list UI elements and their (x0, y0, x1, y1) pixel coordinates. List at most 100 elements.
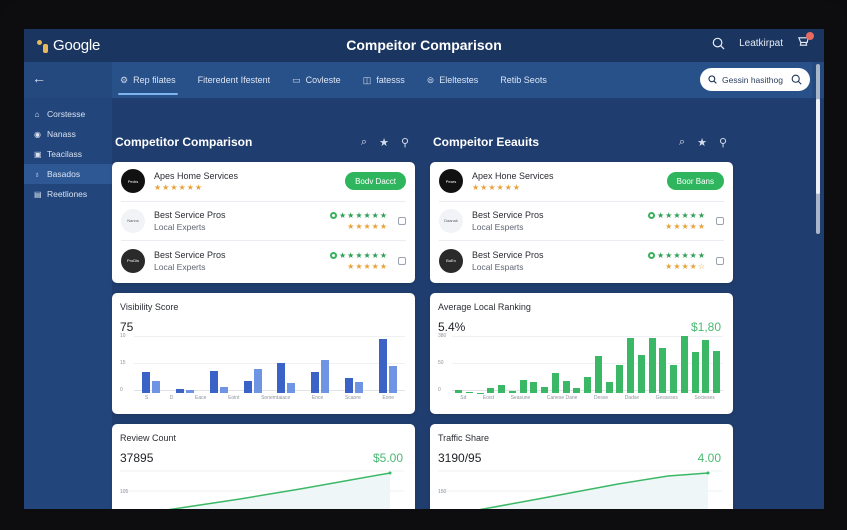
traffic-share-card: Traffic Share 3190/95 4.00 150 (430, 424, 733, 509)
book-direct-button[interactable]: Bodv Dacct (345, 172, 406, 191)
review-count-card: Review Count 37895 $5.00 105 (112, 424, 415, 509)
x-tick-label: Scaore (344, 395, 361, 401)
sidebar-item-corstesse[interactable]: ⌂ Corstesse (34, 109, 86, 119)
search-input[interactable]: Gessin hasithog (700, 68, 810, 91)
x-tick-label: Dadse (624, 395, 640, 401)
search-placeholder: Gessin hasithog (722, 74, 783, 85)
bar-group (236, 333, 270, 393)
list-item[interactable]: Nanns Best Service Pros Local Experts ★★… (121, 202, 406, 241)
search-icon[interactable]: ⌕ (360, 135, 368, 148)
traffic-value: 3190/95 (438, 451, 482, 465)
x-tick-label: Canese Dane (546, 395, 578, 401)
card-icon: ▭ (292, 74, 301, 85)
traffic-right-value: 4.00 (697, 451, 721, 465)
bar (277, 363, 286, 393)
list-item[interactable]: Pedrs Apes Home Services ★★★★★★ Bodv Dac… (121, 162, 406, 202)
compare-checkbox[interactable] (716, 216, 724, 225)
x-tick-label: Socieses (694, 395, 715, 401)
tab-eleltestes[interactable]: ⊜ Eleltestes (426, 74, 479, 86)
top-right-actions: Leatkirpat (712, 32, 814, 51)
status-ring-icon (329, 211, 337, 219)
nav-bar: ← ⚙ Rep filates Fiteredent Ifestent ▭ Covl… (24, 62, 824, 98)
list-item[interactable]: Daanak Best Service Pros Local Esperts ★… (439, 202, 724, 241)
compare-checkbox[interactable] (716, 256, 724, 265)
ranking-right-value: $1,80 (690, 320, 721, 334)
visibility-value: 75 (120, 320, 134, 334)
bar (455, 390, 462, 393)
bar (573, 387, 581, 393)
arrow-left-icon[interactable]: ← (32, 70, 46, 86)
gear-icon: ⚙ (120, 74, 129, 85)
bar (648, 338, 656, 393)
tab-retib-seots[interactable]: Retib Seots (500, 75, 547, 85)
app-screen: Google Compeitor Comparison Leatkirpat ←… (24, 29, 824, 509)
search-submit-icon[interactable] (791, 74, 802, 85)
section-header: Competitor Comparison ⌕ ★ ⚲ (112, 131, 415, 153)
sidebar-item-nanass[interactable]: ◉ Nanass (34, 129, 76, 139)
review-line-chart: 105 (120, 470, 404, 509)
bar (584, 376, 591, 393)
visibility-score-card: Visibility Score 75 10 15 0 S D Eace Eoint S… (112, 293, 415, 414)
bar (151, 381, 160, 393)
svg-text:105: 105 (120, 489, 129, 495)
x-tick-label: Desse (593, 395, 609, 401)
bar (243, 381, 252, 393)
book-button[interactable]: Boor Bans (666, 172, 724, 191)
tab-fiteredent[interactable]: Fiteredent Ifestent (197, 75, 271, 85)
avatar: Nanns (121, 208, 145, 233)
list-item[interactable]: Pears Apex Hone Services ★★★★★★ Boor Ban… (439, 162, 724, 202)
scrollbar-thumb[interactable] (816, 99, 820, 194)
sidebar-item-basados[interactable]: ♁ Basados (24, 164, 112, 184)
star-icon[interactable]: ★ (697, 136, 707, 149)
list-item[interactable]: BuEn Best Service Pros Local Esparts ★★★… (439, 241, 724, 281)
bar (379, 339, 388, 393)
scrollbar[interactable] (816, 64, 820, 234)
bar (141, 372, 150, 393)
search-icon[interactable] (712, 37, 725, 50)
cart-button[interactable] (797, 32, 814, 51)
right-column: Compeitor Eeauits ⌕ ★ ⚲ Pears Apex Hone … (430, 131, 733, 509)
list-item[interactable]: ProDis Best Service Pros Local Experts ★… (121, 241, 406, 281)
bar (389, 366, 398, 393)
bar (702, 339, 710, 393)
bar-group (134, 333, 168, 393)
search-icon[interactable]: ⌕ (678, 135, 686, 148)
bar (713, 351, 720, 393)
traffic-line-chart: 150 (438, 470, 722, 509)
tab-covleste[interactable]: ▭ Covleste (292, 74, 341, 86)
section-header: Compeitor Eeauits ⌕ ★ ⚲ (430, 131, 733, 153)
bar (659, 348, 667, 393)
location-pin-icon[interactable]: ⚲ (718, 136, 727, 149)
section-title: Competitor Comparison (115, 135, 253, 149)
sidebar-item-reetliones[interactable]: ▤ Reetliones (34, 189, 88, 199)
brand-logo[interactable]: Google (37, 37, 100, 54)
status-ring-icon (329, 251, 337, 259)
x-tick-label: Eone (382, 395, 395, 401)
user-label[interactable]: Leatkirpat (739, 37, 783, 49)
bar (530, 382, 538, 393)
x-tick-label: Sd (460, 395, 467, 401)
bar (616, 364, 624, 393)
svg-text:150: 150 (438, 489, 447, 495)
star-icon[interactable]: ★ (379, 136, 389, 149)
globe-icon: ⊜ (426, 74, 435, 85)
chat-icon: ▣ (34, 149, 42, 159)
bar (627, 338, 634, 393)
avatar: BuEn (439, 248, 463, 273)
sidebar: ⌂ Corstesse ◉ Nanass ▣ Teacilass ♁ Basados ▤… (24, 98, 112, 509)
notification-badge (806, 32, 814, 40)
compare-checkbox[interactable] (398, 256, 406, 265)
bar-group (168, 333, 202, 393)
compare-checkbox[interactable] (398, 216, 406, 225)
tag-icon: ◫ (362, 74, 372, 85)
location-pin-icon[interactable]: ⚲ (400, 136, 409, 149)
x-tick-label: Ence (311, 395, 324, 401)
sidebar-item-teacilass[interactable]: ▣ Teacilass (34, 149, 82, 159)
tab-fatesss[interactable]: ◫ fatesss (362, 74, 405, 86)
tab-rep-filates[interactable]: ⚙ Rep filates (118, 62, 178, 98)
star-rating: ★★★★★★ (154, 182, 204, 192)
bar-group (303, 333, 337, 393)
bar (691, 352, 699, 393)
bar (508, 391, 516, 393)
bar-group (270, 333, 304, 393)
